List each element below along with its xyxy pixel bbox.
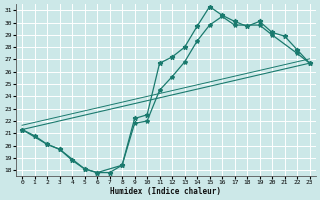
X-axis label: Humidex (Indice chaleur): Humidex (Indice chaleur) [110,187,221,196]
